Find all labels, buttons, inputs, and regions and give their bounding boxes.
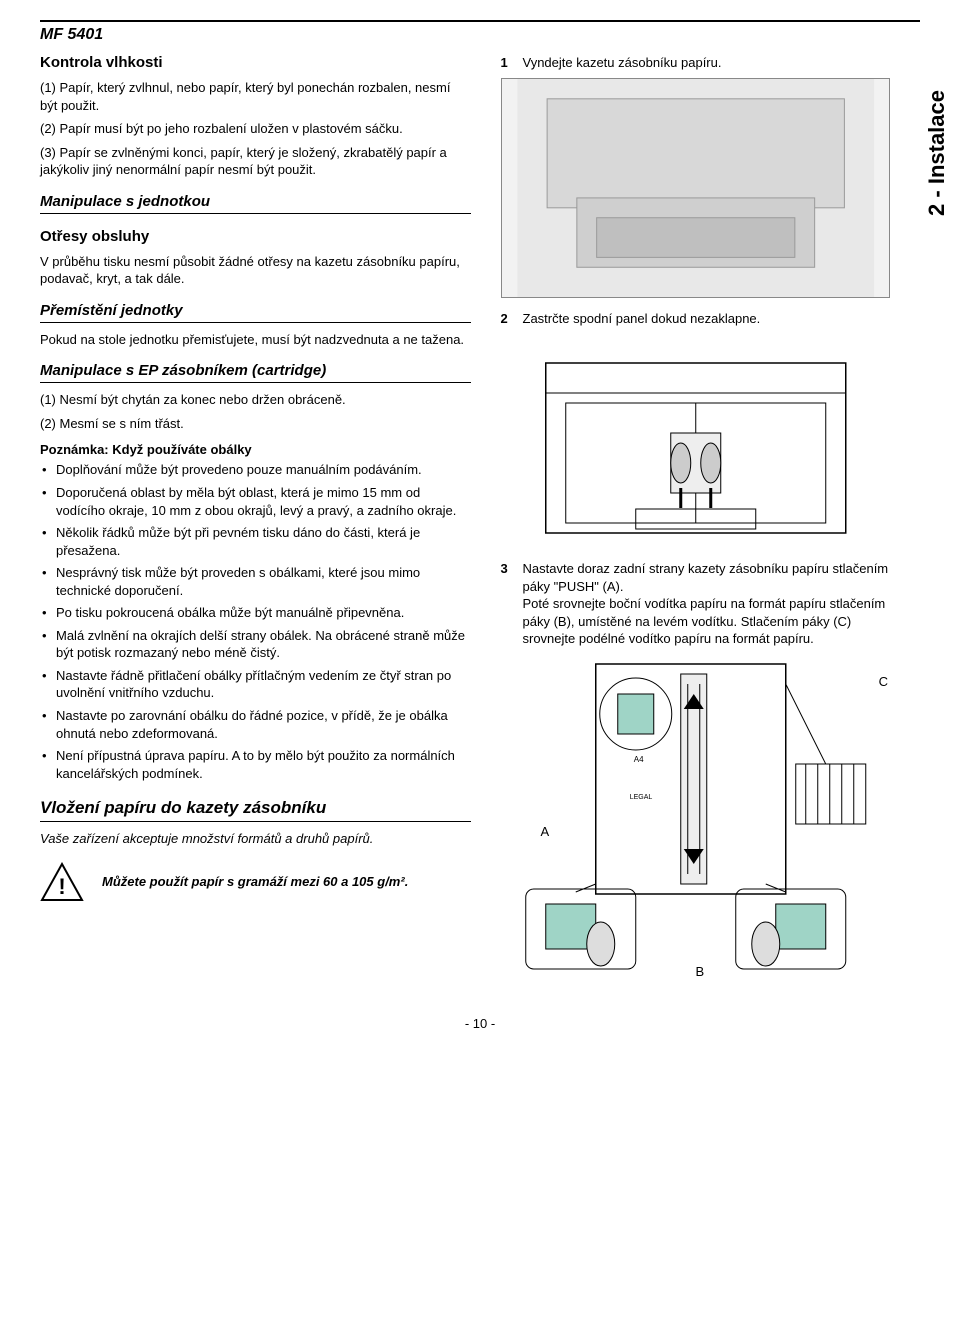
step-1: 1 Vyndejte kazetu zásobníku papíru. — [501, 54, 891, 72]
model-number: MF 5401 — [40, 26, 920, 44]
heading-cartridge-handling: Manipulace s EP zásobníkem (cartridge) — [40, 362, 471, 383]
left-column: Kontrola vlhkosti (1) Papír, který zvlhn… — [40, 54, 471, 996]
note-item: Nesprávný tisk může být proveden s obálk… — [42, 564, 471, 599]
warning-text: Můžete použít papír s gramáží mezi 60 a … — [102, 873, 408, 891]
warning-triangle-icon: ! — [40, 862, 84, 902]
step-3: 3 Nastavte doraz zadní strany kazety zás… — [501, 560, 891, 648]
step-2: 2 Zastrčte spodní panel dokud nezaklapne… — [501, 310, 891, 328]
svg-text:LEGAL: LEGAL — [629, 794, 652, 801]
note-bullet-list: Doplňování může být provedeno pouze manu… — [40, 461, 471, 782]
heading-unit-handling: Manipulace s jednotkou — [40, 193, 471, 214]
heading-relocating-unit: Přemístění jednotky — [40, 302, 471, 323]
heading-operator-shocks: Otřesy obsluhy — [40, 228, 471, 245]
side-tab-label: 2 - Instalace — [924, 90, 950, 216]
svg-text:A4: A4 — [633, 755, 643, 764]
figure3-label-a: A — [541, 824, 550, 839]
note-item: Nastavte řádně přitlačení obálky přítlač… — [42, 667, 471, 702]
sec4-p1: Pokud na stole jednotku přemisťujete, mu… — [40, 331, 471, 349]
svg-text:!: ! — [58, 874, 65, 899]
sec1-p1: (1) Papír, který zvlhnul, nebo papír, kt… — [40, 79, 471, 114]
note-item: Několik řádků může být při pevném tisku … — [42, 524, 471, 559]
sec5-p2: (2) Mesmí se s ním třást. — [40, 415, 471, 433]
note-item: Není přípustná úprava papíru. A to by mě… — [42, 747, 471, 782]
note-item: Malá zvlnění na okrajích delší strany ob… — [42, 627, 471, 662]
right-column: 1 Vyndejte kazetu zásobníku papíru. 2 Za… — [501, 54, 921, 996]
page-number: - 10 - — [40, 1016, 920, 1031]
note-item: Po tisku pokroucená obálka může být manu… — [42, 604, 471, 622]
step-1-number: 1 — [501, 54, 515, 72]
sec6-caption: Vaše zařízení akceptuje množství formátů… — [40, 830, 471, 848]
step-3-number: 3 — [501, 560, 515, 648]
figure3-label-c: C — [879, 674, 888, 689]
figure-cassette-linedrawing — [501, 333, 891, 548]
step-2-text: Zastrčte spodní panel dokud nezaklapne. — [523, 310, 761, 328]
heading-load-paper: Vložení papíru do kazety zásobníku — [40, 798, 471, 822]
figure3-label-b: B — [696, 964, 705, 979]
content-columns: Kontrola vlhkosti (1) Papír, který zvlhn… — [40, 54, 920, 996]
warning-row: ! Můžete použít papír s gramáží mezi 60 … — [40, 862, 471, 902]
step-3-text: Nastavte doraz zadní strany kazety zásob… — [523, 560, 891, 648]
figure-cassette-adjust-drawing: A4 LEGAL — [501, 654, 891, 984]
note-title-envelopes: Poznámka: Když používáte obálky — [40, 442, 471, 457]
sec1-p2: (2) Papír musí být po jeho rozbalení ulo… — [40, 120, 471, 138]
header-rule — [40, 20, 920, 22]
step-2-number: 2 — [501, 310, 515, 328]
sec1-p3: (3) Papír se zvlněnými konci, papír, kte… — [40, 144, 471, 179]
sec3-p1: V průběhu tisku nesmí působit žádné otře… — [40, 253, 471, 288]
note-item: Nastavte po zarovnání obálku do řádné po… — [42, 707, 471, 742]
step-1-text: Vyndejte kazetu zásobníku papíru. — [523, 54, 722, 72]
sec5-p1: (1) Nesmí být chytán za konec nebo držen… — [40, 391, 471, 409]
figure-printer-cassette-photo — [501, 78, 891, 298]
heading-humidity-control: Kontrola vlhkosti — [40, 54, 471, 71]
note-item: Doplňování může být provedeno pouze manu… — [42, 461, 471, 479]
note-item: Doporučená oblast by měla být oblast, kt… — [42, 484, 471, 519]
